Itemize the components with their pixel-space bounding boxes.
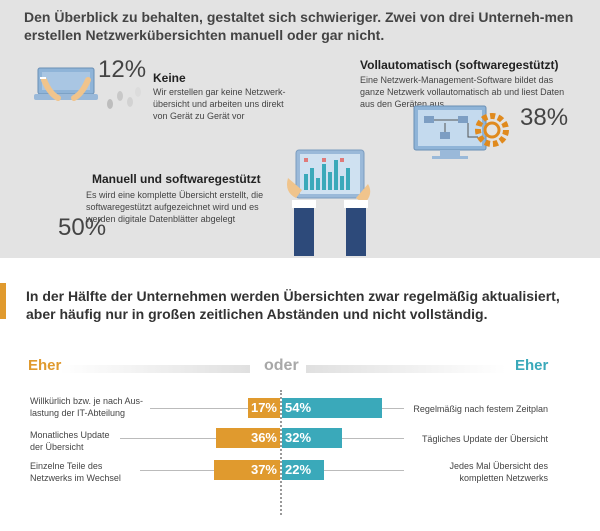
- voll-text-2: ganze Netzwerk vollautomatisch ab und li…: [360, 87, 565, 97]
- eher-right-label: Eher: [515, 357, 549, 374]
- row-3-left-line-2: Netzwerks im Wechsel: [30, 473, 121, 483]
- footprints-icon: [107, 87, 141, 109]
- top-panel: Den Überblick zu behalten, gestaltet sic…: [0, 0, 600, 258]
- oder-label: oder: [258, 357, 305, 375]
- keine-text-1: Wir erstellen gar keine Netzwerk-: [153, 87, 286, 97]
- accent-bar: [0, 283, 6, 319]
- row-2-right-label: Tägliches Update der Übersicht: [400, 433, 548, 445]
- row-1-right-label: Regelmäßig nach festem Zeitplan: [400, 403, 548, 415]
- manuell-percent: 50%: [58, 214, 107, 241]
- computer-gear-icon: [413, 105, 509, 159]
- voll-percent: 38%: [520, 104, 569, 131]
- keine-text-2: übersicht und arbeiten uns direkt: [153, 99, 284, 109]
- voll-title: Vollautomatisch (softwaregestützt): [360, 58, 559, 72]
- row-3-left-label: Einzelne Teile des Netzwerks im Wechsel: [30, 460, 180, 484]
- manuell-text-1: Es wird eine komplette Übersicht erstell…: [86, 190, 264, 200]
- row-2-left-rule: [120, 438, 218, 439]
- row-1-right-line-1: Regelmäßig nach festem Zeitplan: [413, 404, 548, 414]
- row-3-right-line-2: kompletten Netzwerks: [459, 473, 548, 483]
- row-2-left-line-2: der Übersicht: [30, 442, 84, 452]
- row-2-left-line-1: Monatliches Update: [30, 430, 110, 440]
- fade-divider-left: [60, 365, 250, 373]
- row-2-right-rule: [342, 438, 404, 439]
- row-2-right-line-1: Tägliches Update der Übersicht: [421, 434, 548, 444]
- voll-text-1: Eine Netzwerk-Management-Software bildet…: [360, 75, 554, 85]
- row-3-left-bar: 37%: [214, 460, 280, 480]
- voll-text-3: aus den Geräten aus: [360, 99, 445, 109]
- manuell-title: Manuell und softwaregestützt: [92, 172, 261, 186]
- row-3-right-bar: 22%: [282, 460, 324, 480]
- row-2-left-label: Monatliches Update der Übersicht: [30, 429, 180, 453]
- bottom-headline: In der Hälfte der Unternehmen werden Übe…: [26, 288, 560, 322]
- top-headline: Den Überblick zu behalten, gestaltet sic…: [24, 9, 574, 43]
- manuell-text-3: werden digitale Datenblätter abgelegt: [86, 214, 236, 224]
- row-3-left-line-1: Einzelne Teile des: [30, 461, 103, 471]
- row-1-right-bar: 54%: [282, 398, 382, 418]
- row-1-left-rule: [150, 408, 250, 409]
- row-3-right-line-1: Jedes Mal Übersicht des: [449, 461, 548, 471]
- keine-text-3: von Gerät zu Gerät vor: [153, 111, 245, 121]
- keine-title: Keine: [153, 71, 186, 85]
- row-1-left-line-2: lastung der IT-Abteilung: [30, 408, 126, 418]
- row-3-left-rule: [140, 470, 216, 471]
- keine-percent: 12%: [98, 56, 147, 83]
- eher-left-label: Eher: [28, 357, 62, 374]
- row-1-left-label: Willkürlich bzw. je nach Aus- lastung de…: [30, 395, 180, 419]
- row-3-right-label: Jedes Mal Übersicht des kompletten Netzw…: [400, 460, 548, 484]
- center-divider: [280, 390, 282, 515]
- fade-divider-right: [306, 365, 506, 373]
- row-1-left-line-1: Willkürlich bzw. je nach Aus-: [30, 396, 144, 406]
- laptop-keyboard-icon: [34, 67, 98, 101]
- row-1-left-bar: 17%: [248, 398, 280, 418]
- row-1-right-rule: [382, 408, 404, 409]
- manuell-text-2: softwaregestützt aufgezeichnet wird und …: [86, 202, 259, 212]
- row-2-left-bar: 36%: [216, 428, 280, 448]
- row-2-right-bar: 32%: [282, 428, 342, 448]
- row-3-right-rule: [324, 470, 404, 471]
- tablet-chart-icon: [287, 149, 371, 256]
